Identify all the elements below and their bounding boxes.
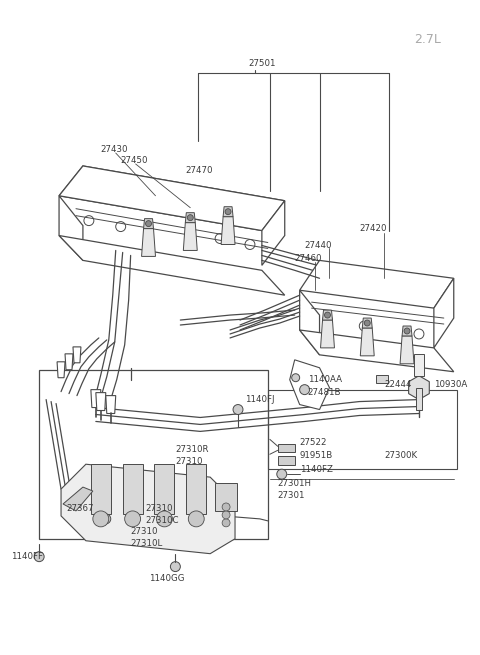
Text: 27310: 27310 (145, 504, 173, 514)
Text: 27310L: 27310L (131, 539, 163, 548)
Text: 2.7L: 2.7L (414, 33, 441, 46)
Bar (155, 464, 174, 514)
Bar (215, 483, 237, 511)
Bar (268, 390, 457, 469)
Bar (414, 354, 424, 376)
Text: 27301H: 27301H (278, 479, 312, 487)
Circle shape (170, 561, 180, 572)
Circle shape (300, 384, 310, 394)
Polygon shape (290, 360, 329, 409)
Circle shape (225, 209, 231, 215)
Polygon shape (321, 320, 335, 348)
Polygon shape (91, 390, 101, 407)
Polygon shape (262, 200, 285, 265)
Bar (376, 375, 388, 383)
Circle shape (93, 511, 109, 527)
Polygon shape (59, 236, 285, 295)
Bar (123, 464, 143, 514)
Text: 27310C: 27310C (145, 516, 179, 525)
Polygon shape (400, 336, 414, 364)
Circle shape (125, 511, 141, 527)
Circle shape (222, 503, 230, 511)
Circle shape (364, 320, 370, 326)
Text: 27301: 27301 (278, 491, 305, 500)
Text: 27470: 27470 (185, 166, 213, 176)
Polygon shape (63, 487, 93, 511)
Polygon shape (73, 347, 81, 363)
Polygon shape (96, 392, 106, 411)
Circle shape (34, 552, 44, 561)
Text: 27367: 27367 (66, 504, 94, 514)
Text: 27460: 27460 (295, 254, 322, 263)
Circle shape (233, 405, 243, 415)
Text: 27481B: 27481B (308, 388, 341, 397)
Text: 1140GG: 1140GG (148, 574, 184, 583)
Text: 1140FJ: 1140FJ (245, 395, 275, 404)
Polygon shape (402, 326, 412, 336)
Polygon shape (300, 290, 320, 355)
Bar (91, 464, 111, 514)
Polygon shape (144, 219, 154, 229)
Polygon shape (300, 330, 454, 372)
Circle shape (187, 215, 193, 221)
Text: 27310: 27310 (175, 457, 203, 466)
Circle shape (101, 514, 111, 524)
Circle shape (145, 221, 152, 227)
Polygon shape (434, 278, 454, 348)
Polygon shape (408, 376, 429, 400)
Polygon shape (59, 166, 285, 231)
Text: 1140FF: 1140FF (12, 552, 43, 561)
Polygon shape (185, 213, 195, 223)
Bar (186, 464, 206, 514)
Polygon shape (142, 229, 156, 256)
Polygon shape (323, 310, 333, 320)
Text: 27420: 27420 (360, 224, 387, 233)
Text: 27430: 27430 (101, 145, 128, 153)
Text: 27501: 27501 (248, 59, 276, 68)
Text: 1140AA: 1140AA (308, 375, 342, 384)
Polygon shape (61, 464, 235, 553)
Circle shape (222, 511, 230, 519)
Text: 22444: 22444 (384, 380, 412, 389)
Polygon shape (59, 196, 83, 261)
Circle shape (292, 374, 300, 382)
Polygon shape (183, 223, 197, 250)
Polygon shape (221, 217, 235, 244)
Polygon shape (300, 261, 454, 308)
Text: 27450: 27450 (120, 157, 148, 166)
Circle shape (188, 511, 204, 527)
Circle shape (277, 469, 287, 479)
Text: 27310R: 27310R (175, 445, 209, 454)
Text: 27440: 27440 (305, 241, 332, 250)
Polygon shape (106, 396, 116, 413)
Polygon shape (278, 444, 295, 452)
Text: 91951B: 91951B (300, 451, 333, 460)
Polygon shape (59, 166, 285, 231)
Text: 10930A: 10930A (434, 380, 467, 389)
Circle shape (222, 519, 230, 527)
Text: 27522: 27522 (300, 438, 327, 447)
Polygon shape (223, 207, 233, 217)
Polygon shape (362, 318, 372, 328)
Text: 27310: 27310 (131, 527, 158, 536)
Bar (416, 388, 422, 409)
Circle shape (324, 312, 330, 318)
Polygon shape (57, 362, 65, 378)
Polygon shape (360, 328, 374, 356)
Text: 1140FZ: 1140FZ (300, 464, 333, 474)
Polygon shape (278, 457, 295, 465)
Circle shape (404, 328, 410, 334)
Polygon shape (65, 354, 73, 370)
Circle shape (156, 511, 172, 527)
Text: 27300K: 27300K (384, 451, 417, 460)
Bar (39, 370, 268, 539)
